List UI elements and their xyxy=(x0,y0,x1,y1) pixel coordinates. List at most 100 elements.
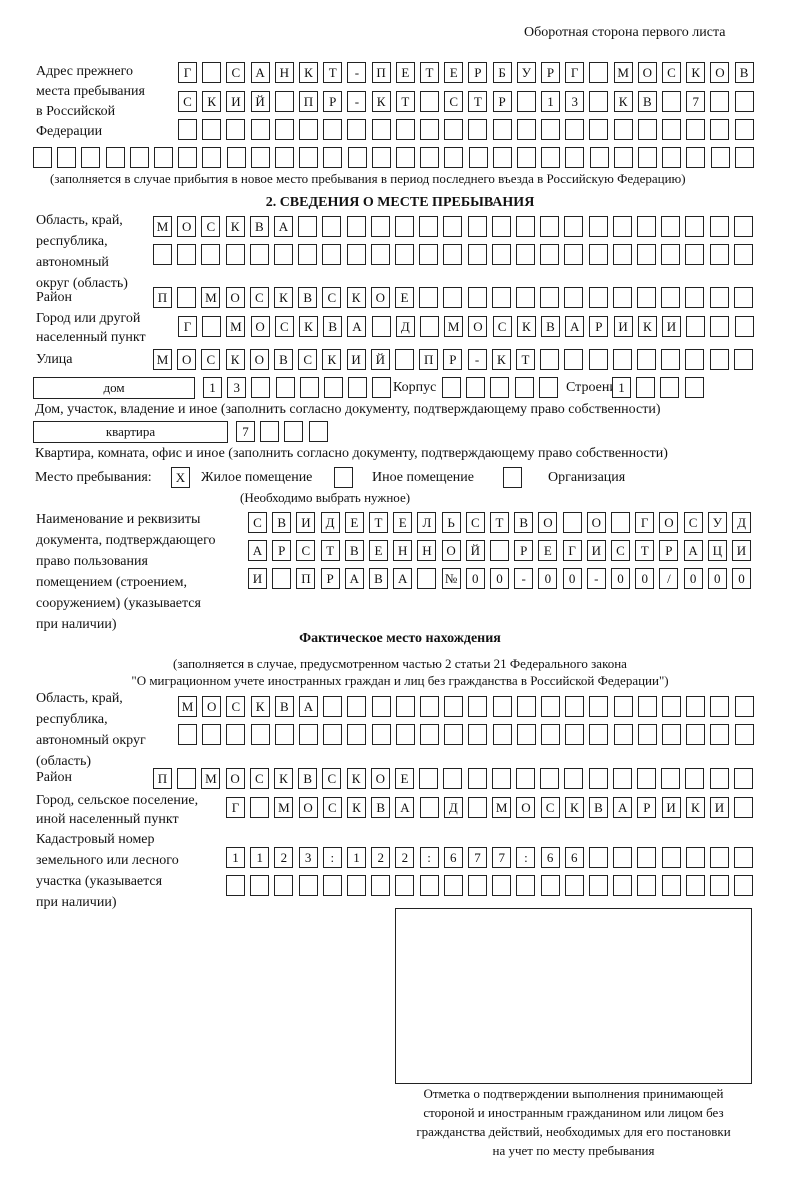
region-cell[interactable] xyxy=(564,244,584,265)
building-cell[interactable] xyxy=(636,377,656,398)
previous-address-cell[interactable] xyxy=(274,91,294,112)
cadastral-cell[interactable] xyxy=(322,875,342,896)
document-cell[interactable]: С xyxy=(611,540,630,561)
actual-district-cell[interactable]: О xyxy=(225,768,245,789)
actual-city-cell[interactable]: О xyxy=(298,797,318,818)
document-cell[interactable]: Г xyxy=(635,512,655,533)
region-cell[interactable] xyxy=(249,244,269,265)
actual-region-cell[interactable] xyxy=(226,724,246,745)
previous-address-cell[interactable]: Т xyxy=(468,91,488,112)
cadastral-cell[interactable] xyxy=(661,847,681,868)
previous-address-cell[interactable]: И xyxy=(226,91,246,112)
cadastral-cell[interactable] xyxy=(371,875,391,896)
actual-district-cell[interactable]: С xyxy=(322,768,342,789)
previous-address-cell[interactable]: В xyxy=(637,91,657,112)
district-cell[interactable] xyxy=(637,287,656,308)
district-cell[interactable]: П xyxy=(153,287,172,308)
previous-address-cell[interactable] xyxy=(589,62,609,83)
document-cell[interactable]: 0 xyxy=(635,568,655,589)
previous-address-cell[interactable] xyxy=(250,147,270,168)
region-cell[interactable] xyxy=(201,244,221,265)
actual-region-cell[interactable] xyxy=(420,696,439,717)
previous-address-cell[interactable] xyxy=(589,91,609,112)
actual-region-cell[interactable] xyxy=(565,696,585,717)
previous-address-cell[interactable] xyxy=(371,147,391,168)
previous-address-cell[interactable]: У xyxy=(516,62,536,83)
cadastral-cell[interactable]: 3 xyxy=(298,847,318,868)
actual-region-cell[interactable] xyxy=(395,724,415,745)
flat-number-cell[interactable] xyxy=(260,421,280,442)
house-number-cell[interactable] xyxy=(348,377,368,398)
document-cell[interactable]: Р xyxy=(272,540,292,561)
city-cell[interactable]: И xyxy=(613,316,633,337)
actual-region-cell[interactable] xyxy=(371,696,391,717)
actual-district-cell[interactable] xyxy=(443,768,463,789)
city-cell[interactable]: К xyxy=(299,316,318,337)
previous-address-cell[interactable]: Р xyxy=(468,62,488,83)
previous-address-cell[interactable]: В xyxy=(734,62,754,83)
korpus-cell[interactable] xyxy=(538,377,558,398)
actual-region-cell[interactable] xyxy=(468,724,488,745)
district-cell[interactable]: В xyxy=(298,287,318,308)
house-number-cell[interactable] xyxy=(372,377,392,398)
actual-city-cell[interactable]: А xyxy=(613,797,633,818)
previous-address-cell[interactable] xyxy=(516,91,536,112)
actual-region-cell[interactable] xyxy=(492,696,512,717)
document-cell[interactable]: 0 xyxy=(562,568,582,589)
region-cell[interactable]: А xyxy=(274,216,293,237)
region-cell[interactable] xyxy=(419,244,439,265)
cadastral-cell[interactable] xyxy=(250,875,270,896)
cadastral-cell[interactable] xyxy=(661,875,681,896)
previous-address-cell[interactable] xyxy=(492,119,512,140)
house-number-cell[interactable] xyxy=(299,377,319,398)
document-cell[interactable]: О xyxy=(659,512,679,533)
previous-address-cell[interactable] xyxy=(734,147,754,168)
previous-address-cell[interactable] xyxy=(468,147,488,168)
actual-region-cell[interactable] xyxy=(565,724,585,745)
previous-address-cell[interactable]: О xyxy=(710,62,730,83)
cadastral-cell[interactable] xyxy=(443,875,463,896)
region-cell[interactable] xyxy=(685,244,705,265)
cadastral-cell[interactable]: 7 xyxy=(468,847,487,868)
previous-address-cell[interactable] xyxy=(129,147,149,168)
city-cell[interactable]: В xyxy=(541,316,560,337)
district-cell[interactable] xyxy=(733,287,753,308)
previous-address-cell[interactable] xyxy=(444,119,464,140)
previous-address-cell[interactable]: 3 xyxy=(565,91,585,112)
cadastral-cell[interactable]: : xyxy=(516,847,536,868)
document-cell[interactable]: А xyxy=(248,540,267,561)
document-cell[interactable] xyxy=(272,568,292,589)
actual-city-cell[interactable]: В xyxy=(589,797,608,818)
street-cell[interactable] xyxy=(540,349,560,370)
document-cell[interactable]: С xyxy=(248,512,267,533)
region-cell[interactable] xyxy=(612,244,632,265)
district-cell[interactable] xyxy=(612,287,632,308)
previous-address-cell[interactable] xyxy=(347,147,367,168)
region-cell[interactable]: К xyxy=(225,216,245,237)
actual-region-cell[interactable] xyxy=(444,696,464,717)
previous-address-cell[interactable]: - xyxy=(347,62,367,83)
actual-district-cell[interactable] xyxy=(516,768,535,789)
previous-address-cell[interactable] xyxy=(541,119,560,140)
previous-address-cell[interactable] xyxy=(420,91,439,112)
street-cell[interactable] xyxy=(661,349,681,370)
previous-address-cell[interactable]: С xyxy=(444,91,464,112)
district-cell[interactable] xyxy=(588,287,608,308)
house-number-cell[interactable]: 1 xyxy=(203,377,222,398)
street-cell[interactable] xyxy=(709,349,729,370)
previous-address-cell[interactable]: 7 xyxy=(686,91,706,112)
previous-address-cell[interactable] xyxy=(613,119,633,140)
previous-address-cell[interactable] xyxy=(371,119,391,140)
actual-city-cell[interactable]: И xyxy=(661,797,681,818)
actual-district-cell[interactable] xyxy=(661,768,681,789)
document-cell[interactable]: 0 xyxy=(490,568,509,589)
actual-district-cell[interactable] xyxy=(733,768,753,789)
region-cell[interactable] xyxy=(637,244,656,265)
document-cell[interactable]: С xyxy=(296,540,316,561)
previous-address-cell[interactable]: Р xyxy=(492,91,512,112)
actual-region-cell[interactable]: А xyxy=(299,696,318,717)
previous-address-cell[interactable] xyxy=(541,147,561,168)
region-cell[interactable]: В xyxy=(249,216,269,237)
korpus-cell[interactable] xyxy=(490,377,510,398)
cadastral-cell[interactable] xyxy=(710,847,729,868)
